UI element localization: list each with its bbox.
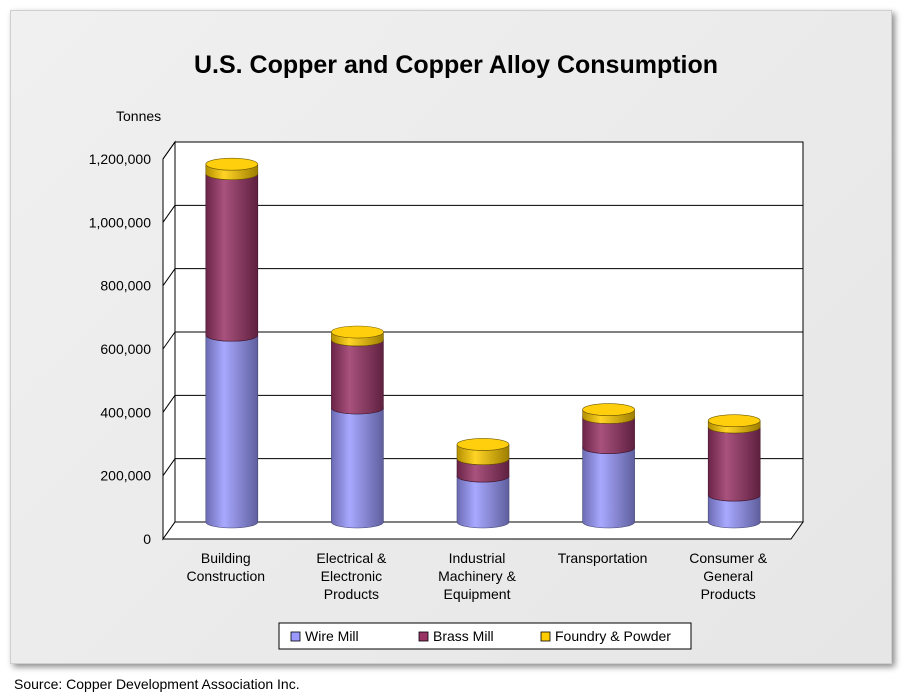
bar-segment-top [707,414,761,427]
y-tick-label: 800,000 [100,278,151,294]
y-tick-label: 1,000,000 [89,214,151,230]
bar-segment [205,173,259,342]
legend-label: Brass Mill [433,628,494,644]
floor [162,521,804,540]
bar-segment [331,339,384,415]
y-tick-label: 0 [143,531,151,547]
bar-segment [707,426,761,502]
chart-title: U.S. Copper and Copper Alloy Consumption [194,51,718,79]
gridline [162,331,176,350]
gridline [162,458,176,476]
y-tick-label: 1,200,000 [89,151,151,167]
gridline [162,141,176,160]
y-tick-label: 200,000 [100,468,151,484]
bar-segment-top [331,325,384,339]
bar-segment [582,447,635,529]
bar-segment [205,335,259,529]
bar-segment [456,476,510,529]
category-labels: Building Construction Electrical & Electron… [187,550,768,602]
y-tick-labels: 0 200,000 400,000 600,000 800,000 1,000,000 1,… [89,151,152,547]
chart: U.S. Copper and Copper Alloy Consumption… [89,51,804,650]
category-label: Consumer & General Products [689,550,767,602]
legend-label: Foundry & Powder [555,628,671,644]
legend-label: Wire Mill [305,628,359,644]
bar-segment-top [582,403,635,416]
bar-segment-top [456,438,510,451]
gridline [162,205,176,223]
y-axis-label: Tonnes [116,108,161,124]
category-label: Industrial Machinery & Equipment [438,550,516,602]
source-note: Source: Copper Development Association I… [14,676,300,692]
bar-segment-top [205,157,259,171]
gridline [162,395,176,413]
bar-stack [707,414,761,529]
category-label: Transportation [558,550,648,566]
legend-swatch [540,631,551,642]
gridline [162,268,176,286]
category-label: Building Construction [187,550,266,584]
bar-stack [331,325,384,529]
legend-box [278,622,692,650]
legend-swatch [290,631,301,642]
bar-stack [582,403,635,529]
y-tick-label: 600,000 [100,341,151,357]
bar-segment [331,407,384,529]
bars [205,157,761,529]
legend: Wire Mill Brass Mill Foundry & Powder [278,622,692,650]
bar-stack [456,438,510,529]
bar-stack [205,157,259,529]
legend-swatch [418,631,429,642]
y-tick-label: 400,000 [100,404,151,420]
chart-frame: U.S. Copper and Copper Alloy Consumption… [10,10,892,664]
category-label: Electrical & Electronic Products [316,550,387,602]
